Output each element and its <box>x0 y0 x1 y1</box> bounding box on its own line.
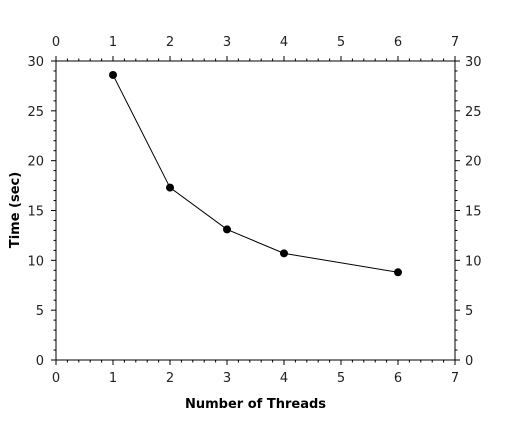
x-tick-label-bottom: 1 <box>109 371 117 386</box>
data-point <box>223 225 231 234</box>
x-tick-label-bottom: 7 <box>451 371 459 386</box>
series-points <box>109 70 402 277</box>
y-tick-label-right: 15 <box>465 205 482 220</box>
x-tick-label-top: 2 <box>166 35 174 50</box>
data-point <box>109 70 117 79</box>
plot-frame <box>55 60 456 361</box>
y-tick-label-right: 30 <box>465 55 482 70</box>
data-point <box>280 249 288 258</box>
ticks <box>51 56 460 365</box>
y-axis-title: Time (sec) <box>8 172 23 248</box>
y-tick-label-right: 25 <box>465 105 482 120</box>
x-tick-label-bottom: 4 <box>280 371 288 386</box>
x-axis-title: Number of Threads <box>185 397 326 412</box>
y-tick-label-right: 20 <box>465 155 482 170</box>
y-tick-label-left: 5 <box>36 304 44 319</box>
y-tick-label-left: 30 <box>27 55 44 70</box>
x-tick-label-top: 3 <box>223 35 231 50</box>
x-tick-label-bottom: 0 <box>52 371 60 386</box>
x-tick-label-top: 0 <box>52 35 60 50</box>
y-tick-label-right: 10 <box>465 254 482 269</box>
x-tick-label-bottom: 6 <box>394 371 402 386</box>
y-tick-label-right: 5 <box>465 304 473 319</box>
data-point <box>394 268 402 277</box>
y-tick-label-left: 20 <box>27 155 44 170</box>
x-tick-label-bottom: 3 <box>223 371 231 386</box>
x-tick-label-top: 7 <box>451 35 459 50</box>
y-tick-label-right: 0 <box>465 354 473 369</box>
series-line <box>112 74 399 273</box>
x-tick-label-top: 6 <box>394 35 402 50</box>
data-point <box>166 183 174 192</box>
x-tick-label-top: 4 <box>280 35 288 50</box>
y-tick-label-left: 10 <box>27 254 44 269</box>
y-tick-label-left: 0 <box>36 354 44 369</box>
y-tick-label-left: 25 <box>27 105 44 120</box>
x-tick-label-top: 5 <box>337 35 345 50</box>
x-tick-label-top: 1 <box>109 35 117 50</box>
x-tick-label-bottom: 2 <box>166 371 174 386</box>
y-tick-label-left: 15 <box>27 205 44 220</box>
x-tick-label-bottom: 5 <box>337 371 345 386</box>
